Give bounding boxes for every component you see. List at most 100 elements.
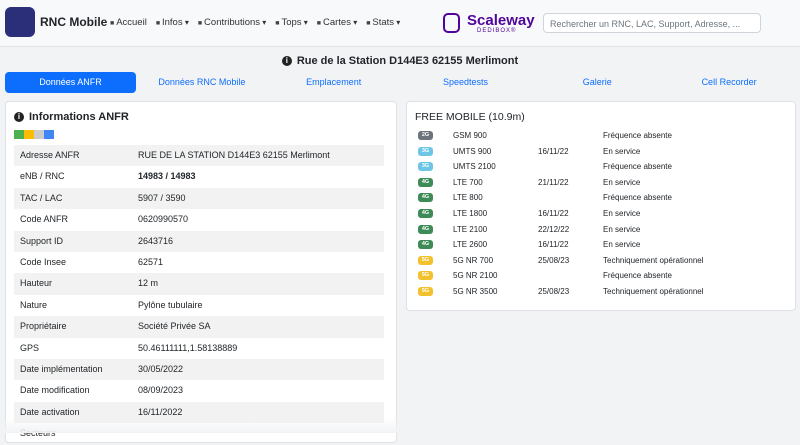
freq-name: LTE 2100 (453, 224, 488, 234)
page-title: Rue de la Station D144E3 62155 Merlimont (0, 55, 800, 67)
freq-status: Fréquence absente (603, 193, 672, 203)
freq-name: UMTS 2100 (453, 162, 496, 172)
tabs: Données ANFR Données RNC Mobile Emplacemen… (5, 72, 795, 93)
info-row: eNB / RNC 14983 / 14983 (14, 166, 384, 187)
tab[interactable]: Speedtests (442, 77, 488, 87)
freq-date: 16/11/22 (538, 209, 569, 218)
info-label: Date modification (20, 385, 90, 396)
info-value: 16/11/2022 (138, 406, 183, 417)
info-row: GPS 50.46111111,1.58138889 (14, 338, 384, 359)
freq-status: Techniquement opérationnel (603, 287, 704, 296)
info-value: 12 m (138, 278, 159, 289)
menu-item[interactable]: Contributions (198, 17, 266, 28)
info-value: 08/09/2023 (138, 385, 184, 396)
freq-row: 4G LTE 2100 22/12/22 En service (415, 222, 785, 238)
info-value: 2643716 (138, 235, 174, 246)
tab[interactable]: Cell Recorder (701, 77, 757, 87)
menu-item[interactable]: Cartes (317, 17, 357, 28)
tab[interactable]: Galerie (582, 77, 612, 87)
info-value: Pylône tubulaire (138, 299, 203, 310)
freq-row: 2G GSM 900 Fréquence absente (415, 128, 785, 144)
freq-status: En service (603, 224, 641, 234)
freq-status: Fréquence absente (603, 271, 672, 281)
info-label: TAC / LAC (20, 192, 63, 203)
anfr-panel: Informations ANFR Adresse ANFR RUE DE LA … (5, 101, 397, 443)
info-row: Date activation 16/11/2022 (14, 401, 384, 424)
sponsor-sub: DEDIBOX® (477, 28, 517, 34)
freq-status: En service (603, 146, 641, 156)
freq-date: 25/08/23 (538, 287, 570, 296)
info-row: Nature Pylône tubulaire (14, 295, 384, 316)
sponsor[interactable]: Scaleway DEDIBOX® (443, 12, 543, 36)
freq-row: 4G LTE 700 21/11/22 En service (415, 175, 785, 191)
freq-date: 21/11/22 (538, 177, 569, 187)
freq-row: 4G LTE 1800 16/11/22 En service (415, 206, 785, 222)
freq-name: 5G NR 2100 (453, 271, 498, 281)
menu-item[interactable]: Infos (156, 17, 189, 28)
info-label: Code Insee (20, 257, 67, 267)
freq-date: 16/11/22 (538, 240, 569, 250)
freq-row: 3G UMTS 2100 Fréquence absente (415, 159, 785, 175)
menu-item[interactable]: Accueil (110, 17, 147, 28)
info-label: Adresse ANFR (20, 150, 80, 160)
info-value: Société Privée SA (138, 321, 211, 332)
search-input[interactable]: Rechercher un RNC, LAC, Support, Adresse… (543, 13, 761, 33)
info-value: 14983 / 14983 (138, 171, 196, 182)
freq-name: UMTS 900 (453, 146, 492, 156)
body: {"navbar":{"brand":"RNC Mobile","menu":[… (0, 0, 800, 433)
freq-status: Fréquence absente (603, 162, 672, 172)
sponsor-name: Scaleway (467, 12, 535, 29)
menu-item[interactable]: Tops (275, 17, 308, 28)
operator-panel: FREE MOBILE (10.9m) 2G GSM 900 Fréquence a… (406, 101, 796, 311)
panel-title: Informations ANFR (14, 111, 129, 123)
info-row: Adresse ANFR RUE DE LA STATION D144E3 621… (14, 145, 384, 167)
tab[interactable]: Données ANFR (5, 72, 136, 93)
tech-badge: 4G (418, 240, 433, 250)
info-row: TAC / LAC 5907 / 3590 (14, 187, 384, 210)
info-label: GPS (20, 342, 40, 353)
brand[interactable]: RNC Mobile (40, 15, 108, 29)
menu: Accueil Infos Contributions Tops Cartes Stats (110, 17, 400, 28)
tech-badge: 5G (418, 255, 433, 265)
freq-status: En service (603, 177, 641, 187)
info-value: 62571 (138, 257, 164, 267)
logo[interactable] (5, 7, 35, 37)
map-links[interactable] (14, 130, 54, 139)
info-value: 50.46111111,1.58138889 (138, 342, 238, 353)
tech-badge: 4G (418, 193, 433, 203)
freq-name: LTE 2600 (453, 240, 488, 250)
freq-row: 4G LTE 2600 16/11/22 En service (415, 237, 785, 253)
info-label: Propriétaire (20, 321, 67, 332)
panel-title: FREE MOBILE (10.9m) (415, 111, 525, 123)
tech-badge: 2G (418, 131, 433, 140)
freq-name: LTE 700 (453, 177, 483, 187)
info-row: Propriétaire Société Privée SA (14, 316, 384, 338)
info-row: Hauteur 12 m (14, 273, 384, 295)
freq-name: LTE 800 (453, 193, 483, 203)
freq-name: GSM 900 (453, 131, 487, 140)
freq-status: Fréquence absente (603, 131, 672, 140)
page: RNC Mobile html,body{margin:0;padding:0;… (0, 0, 800, 433)
freq-date: 16/11/22 (538, 146, 569, 156)
freq-row: 4G LTE 800 Fréquence absente (415, 190, 785, 206)
info-row: Date modification 08/09/2023 (14, 380, 384, 401)
tech-badge: 4G (418, 177, 433, 187)
tech-badge: 3G (418, 146, 433, 156)
info-value: 5907 / 3590 (138, 192, 186, 203)
freq-row: 5G 5G NR 700 25/08/23 Techniquement opérati… (415, 253, 785, 269)
info-label: eNB / RNC (20, 171, 65, 182)
freq-name: 5G NR 3500 (453, 287, 498, 296)
fade (0, 418, 800, 433)
info-label: Hauteur (20, 278, 53, 289)
tab[interactable]: Données RNC Mobile (158, 77, 246, 87)
info-value: 0620990570 (138, 214, 189, 225)
freq-status: En service (603, 240, 641, 250)
freq-status: En service (603, 209, 641, 218)
info-label: Date activation (20, 406, 80, 417)
tech-badge: 4G (418, 224, 433, 234)
menu-item[interactable]: Stats (366, 17, 400, 28)
tab[interactable]: Emplacement (306, 77, 362, 87)
freq-name: 5G NR 700 (453, 255, 494, 265)
freq-name: LTE 1800 (453, 209, 488, 218)
info-row: Date implémentation 30/05/2022 (14, 359, 384, 381)
